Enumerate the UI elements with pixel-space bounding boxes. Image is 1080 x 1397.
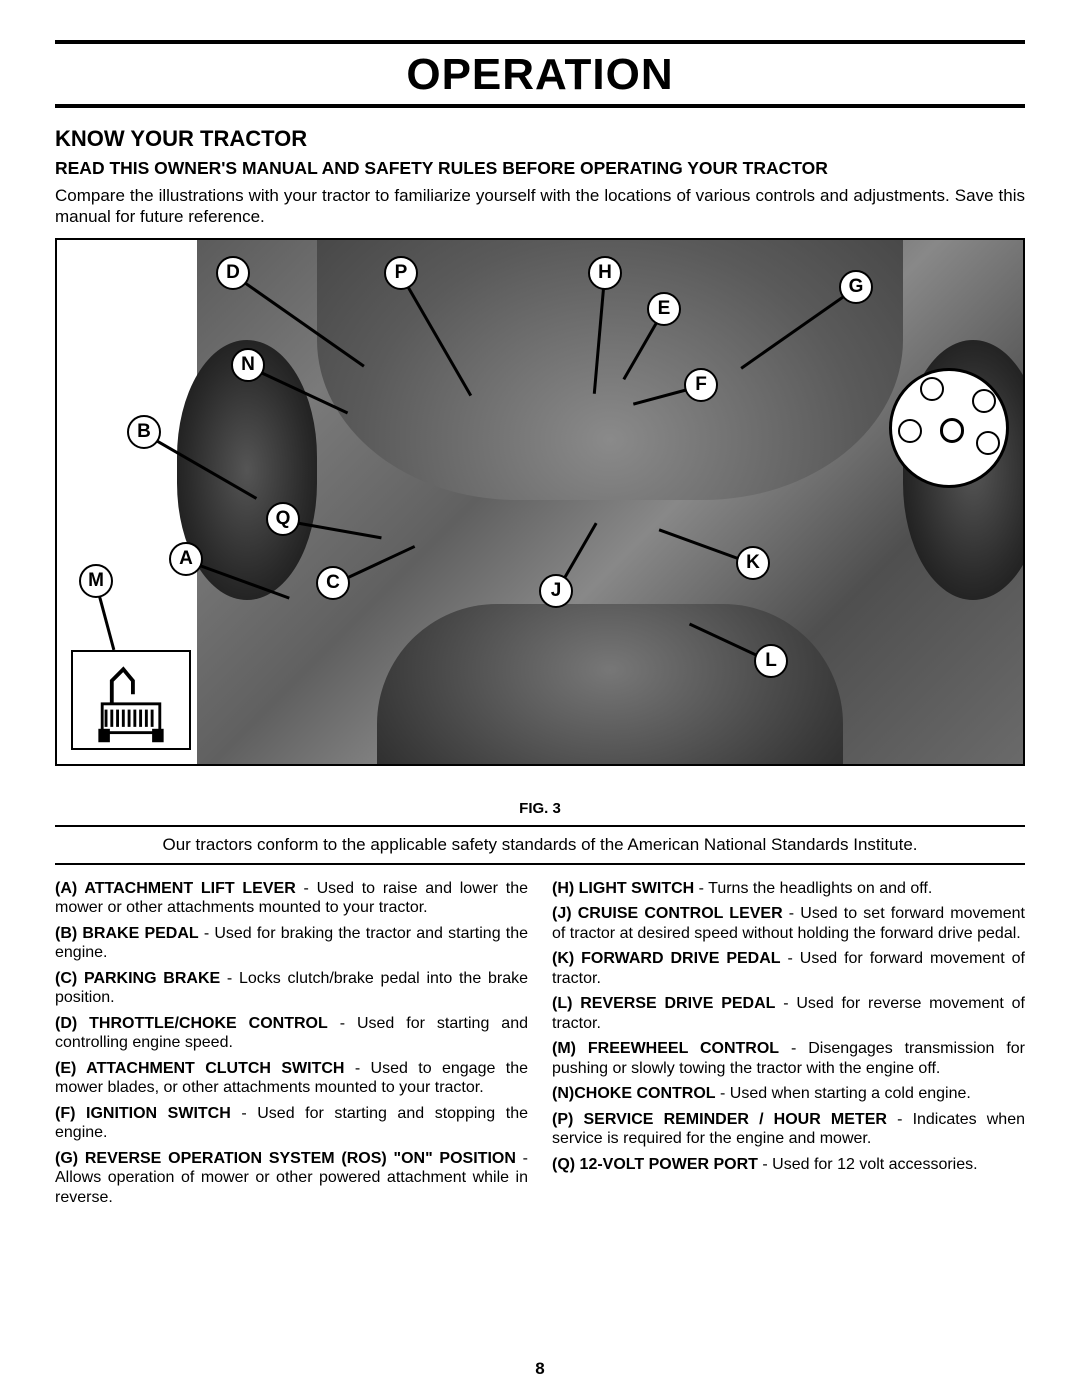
- control-item: (Q) 12-VOLT POWER PORT - Used for 12 vol…: [552, 1155, 1025, 1175]
- control-label: (N)CHOKE CONTROL: [552, 1085, 716, 1102]
- control-label: (M) FREEWHEEL CONTROL: [552, 1040, 779, 1057]
- callout-L: L: [754, 644, 788, 678]
- control-item: (H) LIGHT SWITCH - Turns the headlights …: [552, 879, 1025, 899]
- callout-N: N: [231, 348, 265, 382]
- control-label: (E) ATTACHMENT CLUTCH SWITCH: [55, 1060, 344, 1077]
- callout-J: J: [539, 574, 573, 608]
- control-label: (A) ATTACHMENT LIFT LEVER: [55, 880, 296, 897]
- control-label: (B) BRAKE PEDAL: [55, 925, 199, 942]
- figure-caption: FIG. 3: [55, 800, 1025, 817]
- ignition-pos-run-icon: [972, 389, 996, 413]
- control-item: (C) PARKING BRAKE - Locks clutch/brake p…: [55, 969, 528, 1008]
- controls-column-right: (H) LIGHT SWITCH - Turns the headlights …: [552, 879, 1025, 1214]
- controls-column-left: (A) ATTACHMENT LIFT LEVER - Used to rais…: [55, 879, 528, 1214]
- callout-C: C: [316, 566, 350, 600]
- control-item: (L) REVERSE DRIVE PEDAL - Used for rever…: [552, 994, 1025, 1033]
- callout-E: E: [647, 292, 681, 326]
- ignition-pos-start-icon: [976, 431, 1000, 455]
- intro-paragraph: Compare the illustrations with your trac…: [55, 185, 1025, 228]
- control-label: (P) SERVICE REMINDER / HOUR METER: [552, 1111, 887, 1128]
- tractor-illustration: [197, 240, 1023, 764]
- control-label: (J) CRUISE CONTROL LEVER: [552, 905, 783, 922]
- control-label: (L) REVERSE DRIVE PEDAL: [552, 995, 775, 1012]
- callout-M: M: [79, 564, 113, 598]
- control-label: (K) FORWARD DRIVE PEDAL: [552, 950, 781, 967]
- control-item: (E) ATTACHMENT CLUTCH SWITCH - Used to e…: [55, 1059, 528, 1098]
- control-item: (A) ATTACHMENT LIFT LEVER - Used to rais…: [55, 879, 528, 918]
- rule-under-title: [55, 104, 1025, 108]
- rule-top: [55, 40, 1025, 44]
- section-heading: KNOW YOUR TRACTOR: [55, 126, 1025, 152]
- control-label: (G) REVERSE OPERATION SYSTEM (ROS) "ON" …: [55, 1150, 516, 1167]
- rule-below-standards: [55, 863, 1025, 865]
- page-title: OPERATION: [55, 50, 1025, 100]
- ignition-pos-stop-icon: [898, 419, 922, 443]
- control-label: (H) LIGHT SWITCH: [552, 880, 694, 897]
- figure-3: D P H G E N F B Q A M C J K L: [55, 238, 1025, 766]
- callout-F: F: [684, 368, 718, 402]
- control-item: (G) REVERSE OPERATION SYSTEM (ROS) "ON" …: [55, 1149, 528, 1208]
- control-item: (F) IGNITION SWITCH - Used for starting …: [55, 1104, 528, 1143]
- inset-freewheel-icon: [71, 650, 191, 750]
- ignition-dial-icon: [889, 368, 1009, 488]
- control-item: (B) BRAKE PEDAL - Used for braking the t…: [55, 924, 528, 963]
- callout-K: K: [736, 546, 770, 580]
- callout-P: P: [384, 256, 418, 290]
- control-label: (Q) 12-VOLT POWER PORT: [552, 1156, 758, 1173]
- control-desc: - Used for 12 volt accessories.: [758, 1156, 978, 1173]
- control-item: (M) FREEWHEEL CONTROL - Disengages trans…: [552, 1039, 1025, 1078]
- callout-D: D: [216, 256, 250, 290]
- callout-H: H: [588, 256, 622, 290]
- control-desc: - Turns the headlights on and off.: [694, 880, 932, 897]
- warning-heading: READ THIS OWNER'S MANUAL AND SAFETY RULE…: [55, 158, 1025, 179]
- control-label: (D) THROTTLE/CHOKE CONTROL: [55, 1015, 328, 1032]
- control-desc: - Used when starting a cold engine.: [716, 1085, 971, 1102]
- control-item: (K) FORWARD DRIVE PEDAL - Used for forwa…: [552, 949, 1025, 988]
- control-label: (C) PARKING BRAKE: [55, 970, 220, 987]
- callout-Q: Q: [266, 502, 300, 536]
- control-item: (N)CHOKE CONTROL - Used when starting a …: [552, 1084, 1025, 1104]
- standards-note: Our tractors conform to the applicable s…: [55, 827, 1025, 863]
- controls-columns: (A) ATTACHMENT LIFT LEVER - Used to rais…: [55, 879, 1025, 1214]
- ignition-pos-ros-icon: [920, 377, 944, 401]
- callout-A: A: [169, 542, 203, 576]
- control-item: (P) SERVICE REMINDER / HOUR METER - Indi…: [552, 1110, 1025, 1149]
- page-number: 8: [0, 1359, 1080, 1379]
- control-item: (J) CRUISE CONTROL LEVER - Used to set f…: [552, 904, 1025, 943]
- control-label: (F) IGNITION SWITCH: [55, 1105, 231, 1122]
- callout-B: B: [127, 415, 161, 449]
- tractor-seat: [377, 604, 843, 766]
- control-item: (D) THROTTLE/CHOKE CONTROL - Used for st…: [55, 1014, 528, 1053]
- callout-G: G: [839, 270, 873, 304]
